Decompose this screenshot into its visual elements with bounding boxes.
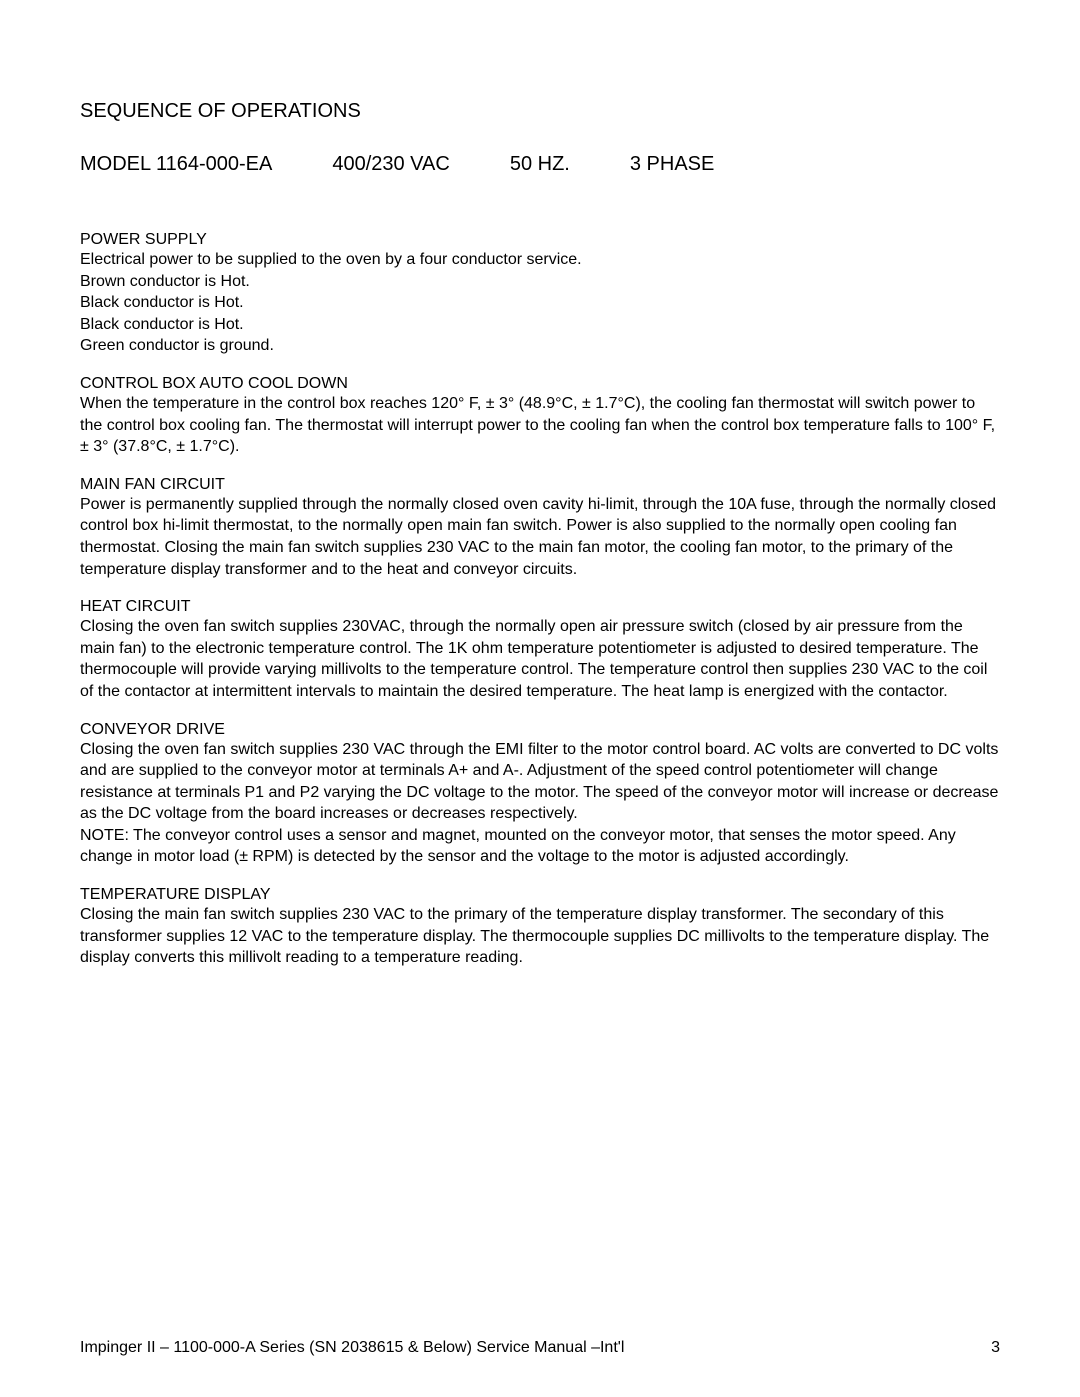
heat-circuit-heading: HEAT CIRCUIT: [80, 598, 1000, 616]
control-box-section: CONTROL BOX AUTO COOL DOWN When the temp…: [80, 375, 1000, 458]
power-supply-section: POWER SUPPLY Electrical power to be supp…: [80, 231, 1000, 357]
heat-circuit-body: Closing the oven fan switch supplies 230…: [80, 616, 1000, 702]
main-fan-body: Power is permanently supplied through th…: [80, 494, 1000, 580]
main-fan-section: MAIN FAN CIRCUIT Power is permanently su…: [80, 476, 1000, 580]
page-number: 3: [991, 1339, 1000, 1357]
footer-left-text: Impinger II – 1100-000-A Series (SN 2038…: [80, 1339, 624, 1357]
temperature-display-heading: TEMPERATURE DISPLAY: [80, 886, 1000, 904]
conveyor-drive-heading: CONVEYOR DRIVE: [80, 721, 1000, 739]
heat-circuit-section: HEAT CIRCUIT Closing the oven fan switch…: [80, 598, 1000, 702]
frequency-spec: 50 HZ.: [510, 153, 570, 176]
model-number: MODEL 1164-000-EA: [80, 153, 272, 176]
conveyor-drive-section: CONVEYOR DRIVE Closing the oven fan swit…: [80, 721, 1000, 869]
page-title: SEQUENCE OF OPERATIONS: [80, 100, 1000, 123]
phase-spec: 3 PHASE: [630, 153, 714, 176]
control-box-heading: CONTROL BOX AUTO COOL DOWN: [80, 375, 1000, 393]
temperature-display-section: TEMPERATURE DISPLAY Closing the main fan…: [80, 886, 1000, 969]
conveyor-drive-body: Closing the oven fan switch supplies 230…: [80, 739, 1000, 869]
main-fan-heading: MAIN FAN CIRCUIT: [80, 476, 1000, 494]
power-supply-body: Electrical power to be supplied to the o…: [80, 249, 1000, 357]
voltage-spec: 400/230 VAC: [332, 153, 450, 176]
power-supply-heading: POWER SUPPLY: [80, 231, 1000, 249]
control-box-body: When the temperature in the control box …: [80, 393, 1000, 458]
model-specs-row: MODEL 1164-000-EA 400/230 VAC 50 HZ. 3 P…: [80, 153, 1000, 176]
temperature-display-body: Closing the main fan switch supplies 230…: [80, 904, 1000, 969]
page-footer: Impinger II – 1100-000-A Series (SN 2038…: [80, 1339, 1000, 1357]
